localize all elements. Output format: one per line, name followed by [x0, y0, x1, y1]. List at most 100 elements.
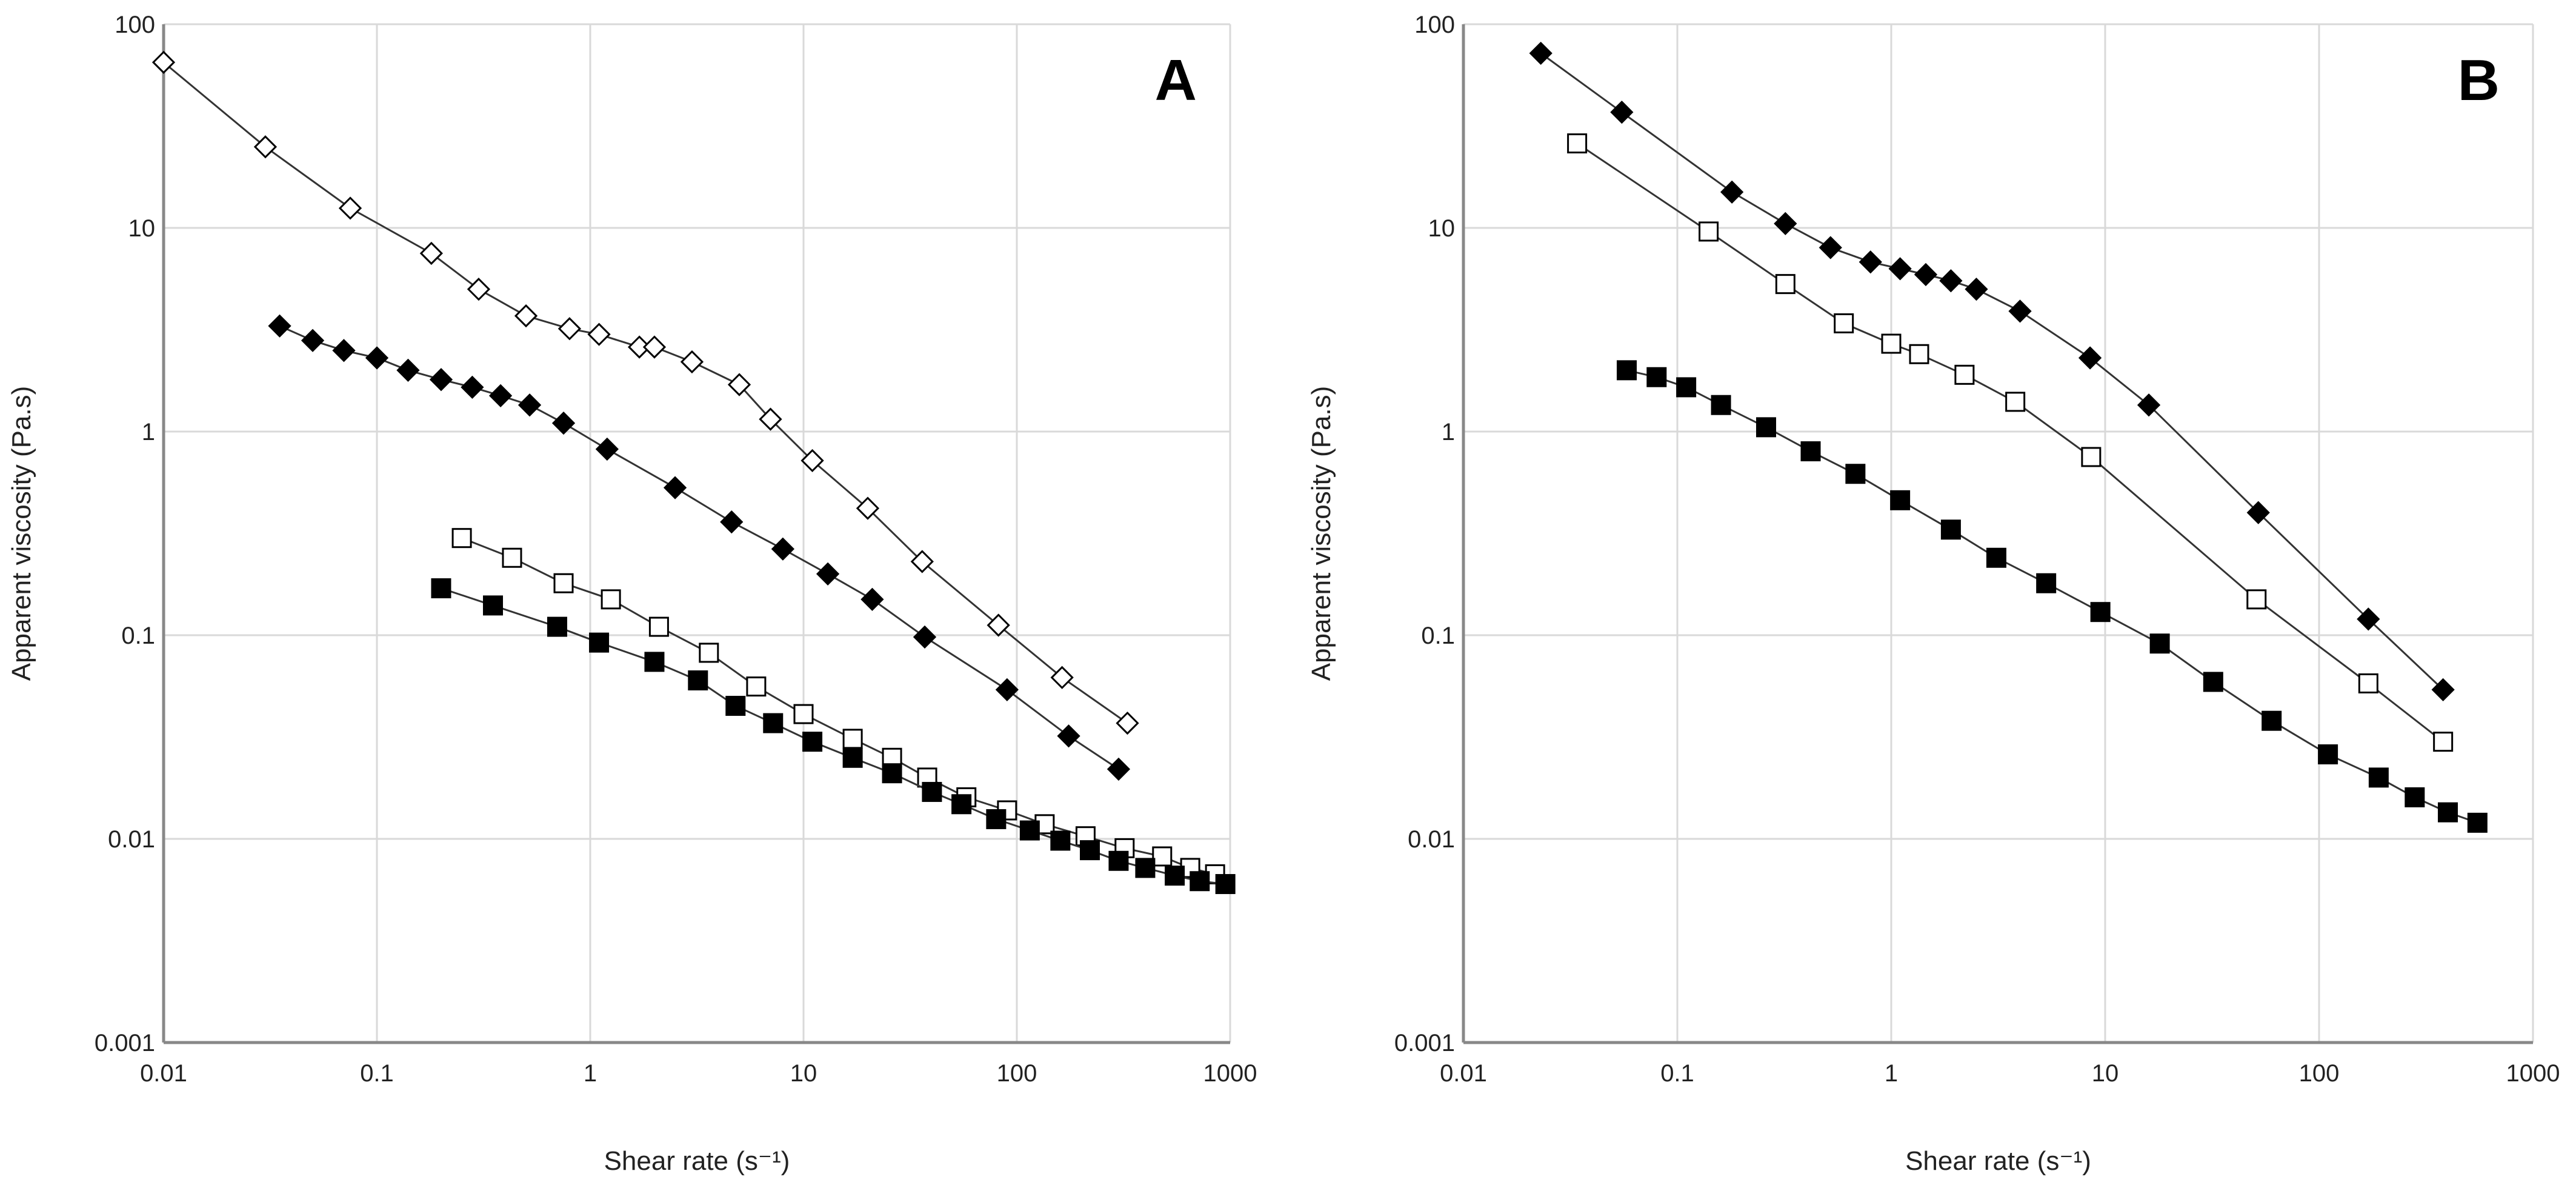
x-tick-label: 100 [2299, 1060, 2340, 1087]
data-point [720, 510, 744, 534]
data-point [725, 696, 746, 716]
data-point [2078, 346, 2102, 370]
y-axis-title: Apparent viscosity (Pa.s) [7, 386, 36, 681]
data-point [2467, 812, 2488, 833]
data-point [642, 335, 667, 359]
data-point [595, 437, 619, 461]
x-tick-label: 100 [997, 1060, 1037, 1087]
data-point [2246, 501, 2270, 524]
data-point [1610, 100, 1634, 124]
series-open-square [1567, 133, 2454, 752]
data-point [253, 135, 278, 159]
y-tick-label: 0.001 [1394, 1030, 1455, 1056]
data-point [842, 729, 863, 749]
data-point [551, 411, 576, 435]
data-point [1890, 490, 1911, 510]
data-point [816, 562, 840, 586]
y-tick-label: 0.001 [95, 1030, 155, 1056]
y-tick-label: 10 [128, 215, 156, 242]
data-point [431, 578, 451, 599]
data-point [1914, 262, 1938, 287]
series-line [1576, 142, 2444, 743]
data-point [151, 50, 176, 74]
data-point [488, 384, 513, 407]
data-point [338, 196, 362, 220]
y-tick-label: 0.01 [108, 826, 155, 853]
data-point [557, 317, 582, 341]
grid-lines [162, 23, 1231, 1044]
series-line [1540, 52, 2444, 690]
data-point [1954, 364, 1975, 385]
data-point [1057, 724, 1080, 748]
data-point [461, 375, 484, 399]
data-point [1859, 250, 1882, 274]
chart-panel-a: 0.001 0.01 0.1 1 10 100 0.01 0.1 1 10 10… [7, 12, 1257, 1176]
data-point [365, 346, 389, 370]
data-point [1965, 278, 1988, 301]
y-tick-label: 1 [142, 419, 155, 446]
y-tick-label: 100 [1414, 12, 1455, 38]
data-point [587, 322, 611, 346]
data-point [759, 407, 782, 431]
data-point [1190, 871, 1210, 892]
data-point [2090, 602, 2111, 622]
data-point [1108, 850, 1129, 871]
y-tick-labels: 0.001 0.01 0.1 1 10 100 [95, 12, 155, 1056]
data-point [882, 763, 902, 784]
data-point [2149, 633, 2170, 654]
x-tick-label: 10 [2092, 1060, 2119, 1087]
data-point [2008, 299, 2032, 323]
data-point [644, 652, 665, 672]
data-point [518, 393, 542, 417]
data-point [727, 373, 751, 396]
data-point [910, 550, 934, 573]
series-line [441, 587, 1226, 885]
data-point [627, 335, 651, 359]
data-point [467, 278, 491, 301]
data-point [1116, 711, 1139, 735]
series-filled-square [1616, 360, 2488, 833]
data-point [2137, 393, 2161, 417]
data-point [688, 670, 708, 691]
data-point [396, 358, 420, 382]
data-point [601, 589, 621, 610]
series-open-diamond [151, 50, 1139, 735]
data-point [2036, 573, 2057, 593]
data-point [648, 616, 669, 637]
data-point [514, 304, 538, 328]
plot-area [1529, 41, 2488, 833]
data-point [2246, 589, 2267, 610]
data-point [699, 642, 719, 663]
series-line [1626, 369, 2478, 824]
data-point [746, 676, 767, 697]
data-point [1845, 464, 1866, 484]
x-tick-label: 10 [790, 1060, 817, 1087]
data-point [1720, 180, 1744, 204]
x-tick-label: 1000 [2506, 1060, 2560, 1087]
y-tick-label: 10 [1428, 215, 1456, 242]
data-point [663, 476, 687, 499]
data-point [1050, 666, 1074, 689]
data-point [332, 339, 356, 362]
y-tick-labels: 0.001 0.01 0.1 1 10 100 [1394, 12, 1455, 1056]
y-tick-label: 100 [115, 12, 155, 38]
data-point [1699, 221, 1719, 242]
data-point [1819, 236, 1842, 259]
panel-label: A [1155, 48, 1197, 113]
x-tick-label: 0.01 [140, 1060, 187, 1087]
y-tick-label: 0.1 [1421, 622, 1455, 649]
data-point [2438, 802, 2458, 823]
x-tick-labels: 0.01 0.1 1 10 100 1000 [140, 1060, 1257, 1087]
data-point [301, 329, 325, 352]
data-point [763, 713, 784, 733]
data-point [553, 573, 574, 593]
data-point [419, 241, 443, 265]
y-tick-label: 0.1 [121, 622, 155, 649]
data-point [2405, 787, 2425, 807]
data-point [1888, 257, 1912, 281]
data-point [1834, 313, 1854, 333]
data-point [2318, 744, 2338, 765]
x-tick-labels: 0.01 0.1 1 10 100 1000 [1440, 1060, 2560, 1087]
data-point [1676, 377, 1697, 398]
data-point [986, 809, 1007, 829]
